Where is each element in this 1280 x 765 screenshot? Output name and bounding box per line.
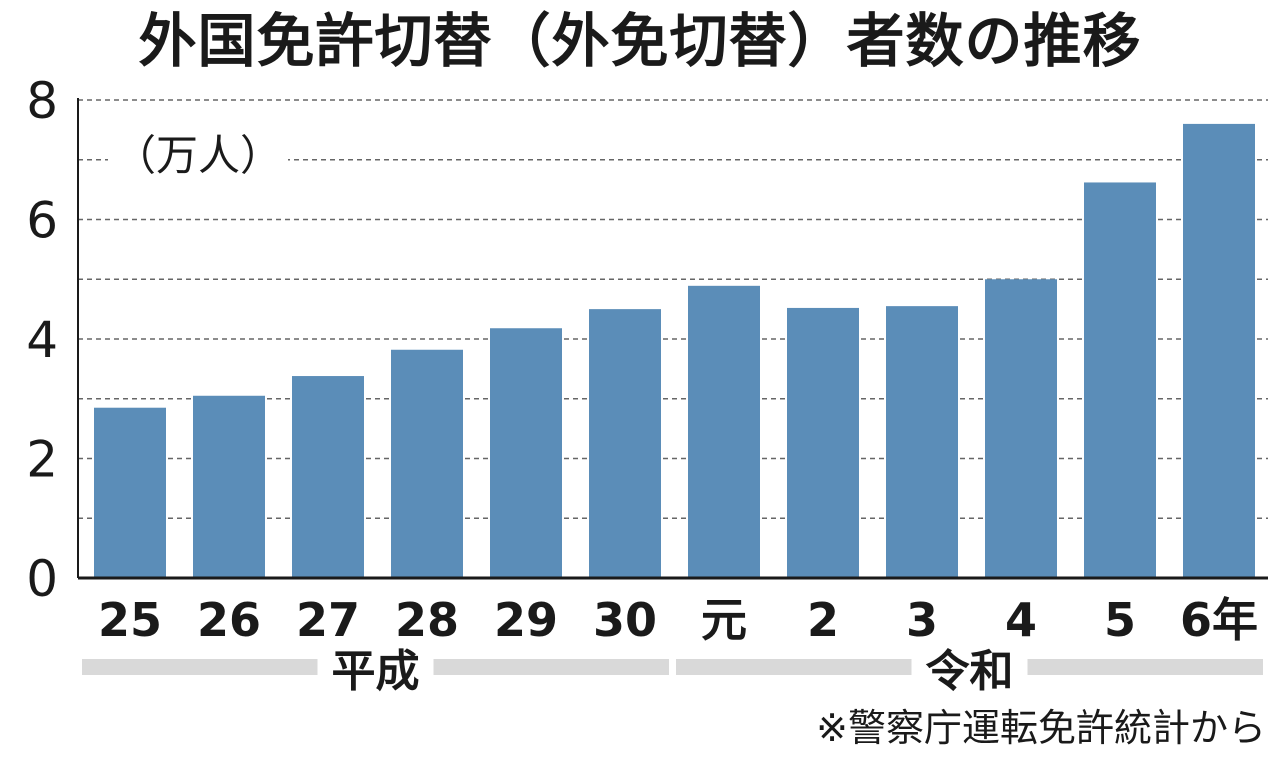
x-tick-label: 26 [197,593,261,647]
bar [589,309,661,578]
bar [688,285,760,578]
era-label: 平成 [332,646,420,697]
x-tick-label: 2 [807,593,839,647]
y-tick-label: 0 [26,550,58,608]
x-tick-label: 元 [701,593,747,647]
bar [292,376,364,578]
source-note: ※警察庁運転免許統計から [816,706,1266,750]
x-tick-label: 6年 [1180,593,1258,647]
x-tick-label: 3 [906,593,938,647]
y-tick-label: 6 [26,192,58,250]
y-tick-label: 8 [26,72,58,130]
x-tick-label: 25 [98,593,162,647]
x-tick-label: 27 [296,593,360,647]
bar [787,307,859,578]
bar [1183,123,1255,579]
bar [391,349,463,578]
era-label: 令和 [926,646,1014,697]
x-tick-label: 5 [1104,593,1136,647]
unit-label: （万人） [108,128,289,184]
bar [490,328,562,578]
x-tick-label: 4 [1005,593,1037,647]
bar [193,395,265,578]
x-tick-label: 29 [494,593,558,647]
era-label-background [317,648,434,688]
era-label-background [911,648,1028,688]
y-tick-label: 2 [26,431,58,489]
bar [886,306,958,578]
bar [1084,182,1156,578]
bar [94,407,166,578]
bar [985,279,1057,578]
x-tick-label: 28 [395,593,459,647]
y-tick-label: 4 [26,311,58,369]
x-tick-label: 30 [593,593,657,647]
chart-title: 外国免許切替（外免切替）者数の推移 [138,7,1142,75]
